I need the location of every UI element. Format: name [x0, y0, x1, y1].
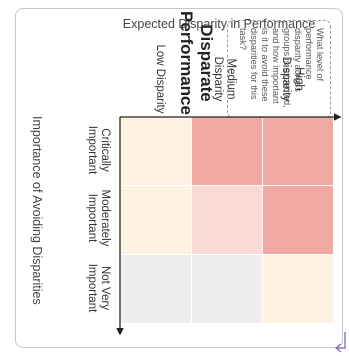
y-axis-title: Expected Disparity in Performance — [122, 17, 316, 31]
y-level-low: Low Disparity — [154, 44, 166, 114]
x-level-critical: Critically Important — [86, 125, 111, 175]
cell-low-critical — [121, 117, 191, 185]
y-level-medium: Medium Disparity — [212, 56, 237, 102]
x-level-not-very: Not Very Important — [86, 263, 111, 313]
cell-low-not-very — [121, 255, 191, 323]
flow-arrow-icon — [334, 332, 346, 353]
x-axis-title: Importance of Avoiding Disparities — [30, 116, 44, 305]
cell-medium-not-very — [192, 255, 262, 323]
y-level-high: High Disparity — [280, 56, 305, 102]
cell-medium-moderate — [192, 186, 262, 254]
cell-high-moderate — [263, 186, 333, 254]
cell-medium-critical — [192, 117, 262, 185]
x-level-moderate: Moderately Important — [86, 189, 111, 247]
cell-low-moderate — [121, 186, 191, 254]
cell-high-critical — [263, 117, 333, 185]
matrix-grid — [120, 117, 333, 324]
cell-high-not-very — [263, 255, 333, 323]
